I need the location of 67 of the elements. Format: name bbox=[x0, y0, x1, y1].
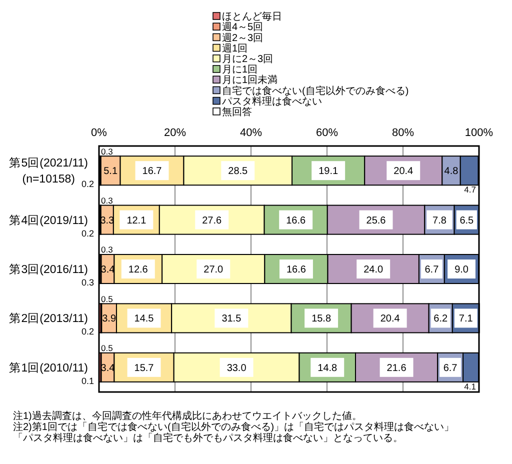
legend-label: 週1回 bbox=[222, 43, 248, 54]
data-label: 0.2 bbox=[81, 326, 94, 337]
tick: 0% bbox=[91, 127, 107, 139]
data-label: 31.5 bbox=[222, 314, 242, 325]
data-label: 7.1 bbox=[458, 314, 473, 325]
data-label: 15.8 bbox=[312, 314, 332, 325]
legend-label: ほとんど毎日 bbox=[222, 12, 282, 23]
data-label: 19.1 bbox=[318, 166, 338, 178]
legend-label: 無回答 bbox=[222, 107, 252, 118]
data-label: 12.1 bbox=[126, 215, 146, 226]
data-label: 5.1 bbox=[104, 166, 118, 178]
annotation: 注1)過去調査は、今回調査の性年代構成比にあわせてウエイトバックした値。 bbox=[13, 411, 362, 422]
data-label: 16.6 bbox=[286, 215, 306, 226]
data-label: 6.2 bbox=[434, 314, 448, 325]
data-label: 0.1 bbox=[81, 376, 94, 386]
data-label: 27.6 bbox=[202, 215, 222, 226]
legend-label: 月に2～3回 bbox=[222, 54, 274, 65]
data-label: 20.4 bbox=[394, 166, 414, 178]
data-label: 0.2 bbox=[81, 179, 94, 190]
tick: 20% bbox=[164, 127, 186, 139]
data-label: 21.6 bbox=[386, 362, 406, 374]
tick: 100% bbox=[464, 127, 494, 139]
data-label: 15.7 bbox=[134, 362, 154, 374]
data-label: 16.7 bbox=[142, 166, 162, 178]
annotation: 「パスタ料理は食べない」は「自宅でも外でもパスタ料理は食べない」となっている。 bbox=[13, 433, 403, 444]
data-label: 14.5 bbox=[134, 314, 154, 325]
data-label: 9.0 bbox=[454, 264, 468, 276]
data-label: 0.5 bbox=[101, 294, 113, 304]
data-label: 6.7 bbox=[424, 264, 439, 276]
category: 第1回(2010/11) bbox=[9, 362, 88, 374]
data-label: 0.3 bbox=[101, 195, 113, 206]
category: (n=10158) bbox=[22, 174, 75, 186]
data-label: 4.1 bbox=[464, 382, 476, 392]
data-label: 27.0 bbox=[204, 264, 224, 276]
data-label: 4.8 bbox=[444, 166, 458, 178]
data-label: 0.5 bbox=[101, 343, 113, 354]
data-label: 33.0 bbox=[226, 362, 246, 374]
data-label: 6.5 bbox=[460, 215, 474, 226]
data-label: 25.6 bbox=[366, 215, 386, 226]
category: 第3回(2016/11) bbox=[9, 264, 88, 276]
data-label: 16.6 bbox=[286, 264, 306, 276]
category: 第4回(2019/11) bbox=[9, 214, 88, 227]
data-label: 24.0 bbox=[364, 264, 384, 276]
legend-label: パスタ料理は食べない bbox=[222, 96, 322, 108]
legend-label: 月に1回 bbox=[222, 64, 258, 76]
legend-label: 週4～5回 bbox=[222, 22, 264, 34]
data-label: 0.2 bbox=[81, 228, 94, 238]
tick: 60% bbox=[316, 127, 338, 139]
data-label: 28.5 bbox=[228, 166, 248, 178]
tick: 40% bbox=[240, 127, 262, 139]
legend-label: 自宅では食べない(自宅以外でのみ食べる) bbox=[222, 86, 409, 97]
data-label: 12.6 bbox=[128, 264, 148, 276]
data-label: 0.3 bbox=[101, 146, 113, 156]
annotation: 注2)第1回では「自宅では食べない(自宅以外でのみ食べる)」は「自宅ではパスタ料理は食べない」 bbox=[13, 422, 454, 433]
tick: 80% bbox=[392, 127, 414, 139]
data-label: 0.3 bbox=[101, 244, 113, 255]
data-label: 4.7 bbox=[464, 184, 476, 195]
category: 第5回(2021/11) bbox=[9, 158, 88, 170]
data-label: 14.8 bbox=[318, 362, 338, 374]
data-label: 0.3 bbox=[81, 278, 94, 288]
data-label: 6.7 bbox=[443, 362, 458, 374]
legend-label: 週2～3回 bbox=[222, 32, 264, 44]
data-label: 20.4 bbox=[380, 314, 400, 325]
data-label: 3.9 bbox=[102, 314, 116, 325]
data-label: 7.8 bbox=[432, 215, 446, 226]
legend-label: 月に1回未満 bbox=[222, 75, 278, 86]
category: 第2回(2013/11) bbox=[9, 313, 88, 326]
